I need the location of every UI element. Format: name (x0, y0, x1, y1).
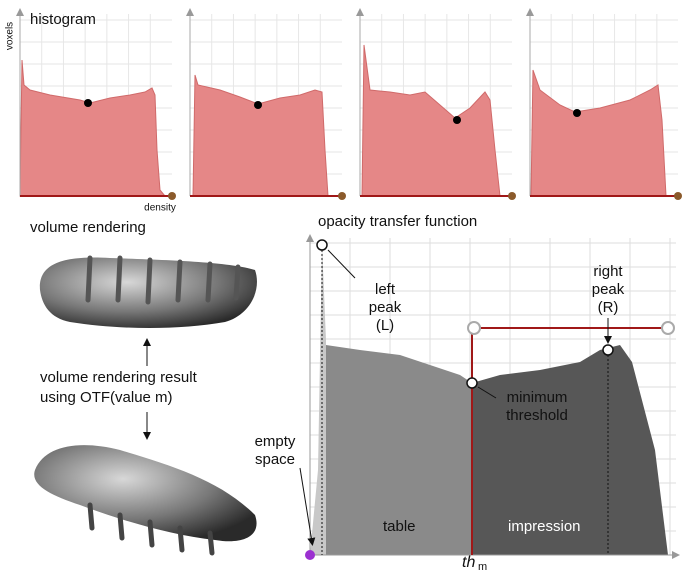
rendering-bottom (34, 445, 256, 553)
histogram-panel (530, 12, 682, 200)
origin-dot (305, 550, 315, 560)
minimum-point (467, 378, 477, 388)
threshold-subscript: m (478, 561, 487, 572)
annotation-line: minimum (507, 389, 568, 406)
annotation-line: empty (255, 433, 296, 450)
callout-line (328, 250, 355, 278)
histogram-panel (190, 12, 346, 200)
axis-end (168, 192, 176, 200)
x-axis-label: density (144, 203, 176, 214)
minimum-dot (84, 99, 92, 107)
left-peak-point (317, 240, 327, 250)
histogram-panel (360, 12, 516, 200)
histogram-area (193, 75, 328, 196)
minimum-dot (453, 116, 461, 124)
annotation-line: threshold (506, 407, 568, 424)
caption-line: volume rendering result (40, 369, 198, 386)
histogram-panel (20, 12, 176, 200)
control-point[interactable] (662, 322, 674, 334)
histogram-area (362, 45, 500, 196)
annotation-line: right (593, 263, 623, 280)
annotation-line: left (375, 281, 396, 298)
histogram-title: histogram (30, 11, 96, 28)
right-peak-point (603, 345, 613, 355)
annotation-line: peak (592, 281, 625, 298)
histogram-panels (20, 12, 682, 200)
rendering-top (40, 257, 257, 328)
otf-title: opacity transfer function (318, 213, 477, 230)
annotation-line: (R) (598, 299, 619, 316)
y-axis-label: voxels (5, 22, 16, 50)
region-label: impression (508, 518, 581, 535)
annotation-line: peak (369, 299, 402, 316)
axis-end (338, 192, 346, 200)
axis-end (508, 192, 516, 200)
annotation-line: (L) (376, 317, 394, 334)
minimum-dot (573, 109, 581, 117)
region-label: table (383, 518, 416, 535)
volume-rendering-title: volume rendering (30, 219, 146, 236)
annotation-line: space (255, 451, 295, 468)
minimum-dot (254, 101, 262, 109)
control-point[interactable] (468, 322, 480, 334)
axis-end (674, 192, 682, 200)
caption-line: using OTF(value m) (40, 389, 173, 406)
threshold-label: th (462, 554, 475, 571)
figure: histogram voxels density volume renderin… (0, 0, 683, 572)
